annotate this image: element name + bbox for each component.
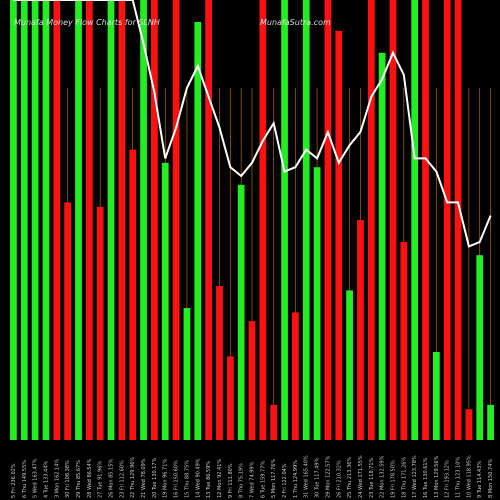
x-tick-label: 8 Thu 75.19% (239, 463, 245, 498)
money-flow-bar (281, 0, 288, 440)
money-flow-bar (411, 0, 419, 440)
x-tick-label: 10 Wed 118.95% (466, 455, 472, 498)
money-flow-bar (183, 308, 191, 440)
x-tick-label: 30 Fri 108.38% (65, 460, 71, 498)
x-tick-label: 17 Wed 123.78% (412, 455, 418, 498)
money-flow-bar (31, 0, 39, 440)
x-tick-label: 23 Tue 118.71% (369, 457, 375, 498)
x-tick-layer: 5 Fri 236.02% 6 Thu 149.55% 5 Wed 163.47% 4… (11, 455, 494, 498)
money-flow-bar (465, 409, 473, 440)
money-flow-bar (194, 22, 202, 440)
money-flow-bar (443, 0, 451, 440)
money-flow-bar (85, 0, 93, 440)
x-tick-label: 7 Wed 74.99% (250, 461, 256, 498)
money-flow-bar (248, 321, 256, 440)
x-tick-label: 8 Mon 150.74% (488, 459, 494, 498)
money-flow-bar (216, 286, 223, 440)
x-tick-label: 26 Mon 85.15% (109, 459, 115, 498)
money-flow-bar (389, 0, 397, 440)
money-flow-bar (237, 184, 245, 440)
money-flow-bar (335, 30, 343, 441)
money-flow-bar (476, 255, 484, 440)
x-tick-label: 9 Fri 111.80% (228, 463, 234, 498)
money-flow-bar (75, 0, 82, 440)
money-flow-bar (454, 0, 462, 440)
x-tick-label: 25 Thu 213.36% (347, 457, 353, 498)
money-flow-bar (378, 52, 386, 441)
x-tick-label: 13 Mon 129.56% (434, 455, 440, 498)
x-tick-label: 16 Fri 150.60% (174, 460, 180, 498)
money-flow-bar (172, 0, 180, 440)
x-tick-label: 1 Thu 124.99% (293, 460, 299, 498)
x-tick-label: 29 Mon 122.57% (325, 455, 331, 498)
x-tick-label: 31 Wed 165.40% (304, 455, 310, 498)
x-tick-label: 24 Wed 171.55% (358, 455, 364, 498)
money-flow-bar (64, 202, 72, 440)
chart-watermark: MunafaSutra.com (260, 18, 331, 27)
x-tick-label: 27 Tue 91.96% (98, 461, 104, 498)
x-tick-label: 30 Tue 117.49% (315, 457, 321, 498)
x-tick-label: 21 Wed 78.09% (141, 458, 147, 498)
money-flow-bar (422, 0, 429, 440)
money-flow-bar (302, 0, 310, 440)
money-flow-bar (259, 0, 267, 440)
money-flow-bar (292, 312, 299, 440)
money-flow-bar (107, 0, 115, 440)
money-flow-bar (53, 0, 61, 440)
x-tick-label: 20 Tue 130.17% (152, 457, 158, 498)
money-flow-bar (10, 0, 17, 440)
money-flow-bar (432, 352, 440, 440)
money-flow-bar (226, 356, 234, 440)
x-tick-label: 19 Mon 96.71% (163, 459, 169, 498)
x-tick-label: 14 Wed 90.49% (195, 458, 201, 498)
money-flow-bar (346, 290, 353, 440)
x-tick-label: 3 Mon 162.14% (54, 459, 60, 498)
x-tick-label: 28 Wed 86.54% (87, 458, 93, 498)
money-flow-bar (161, 162, 169, 441)
money-flow-bar (20, 0, 28, 440)
money-flow-bar (357, 220, 364, 440)
money-flow-bar (118, 0, 126, 440)
x-tick-label: 12 Fri 193.12% (445, 460, 451, 498)
x-tick-label: 16 Tue 130.61% (423, 457, 429, 498)
x-tick-label: 2 Fri 122.04% (282, 463, 288, 498)
x-tick-label: 9 Tue 114.43% (477, 461, 483, 498)
x-tick-label: 15 Thu 88.75% (184, 460, 190, 498)
x-tick-label: 23 Fri 112.60% (119, 460, 125, 498)
money-flow-bar (313, 167, 321, 440)
x-tick-label: 22 Mon 132.59% (380, 455, 386, 498)
x-tick-label: 13 Tue 86.59% (206, 461, 212, 498)
x-tick-label: 5 Wed 163.47% (33, 458, 39, 498)
x-tick-label: 29 Thu 85.67% (76, 460, 82, 498)
x-tick-label: 5 Fri 236.02% (11, 463, 17, 498)
money-flow-bar (129, 149, 137, 440)
x-tick-label: 6 Tue 159.77% (260, 461, 266, 498)
money-flow-bar (487, 404, 494, 440)
money-flow-bar (400, 242, 408, 440)
x-tick-label: 26 Fri 210.32% (336, 460, 342, 498)
money-flow-bar (140, 0, 147, 440)
money-flow-bar (270, 404, 278, 440)
x-tick-label: 11 Thu 123.10% (456, 457, 462, 498)
x-tick-label: 22 Thu 129.96% (130, 457, 136, 498)
money-flow-bar (151, 0, 158, 440)
chart-title: Munafa Money Flow Charts for SLNH (14, 18, 160, 27)
x-tick-label: 12 Mon 92.41% (217, 459, 223, 498)
money-flow-bar (324, 0, 332, 440)
x-tick-label: 5 Mon 117.76% (271, 459, 277, 498)
x-tick-label: 19 Fri 178.50% (390, 460, 396, 498)
money-flow-bar (205, 0, 212, 440)
x-tick-label: 18 Thu 171.26% (401, 457, 407, 498)
x-tick-label: 4 Tue 133.44% (43, 461, 49, 498)
flow-line-layer (13, 0, 492, 248)
money-flow-bar (42, 0, 50, 440)
flow-line (13, 0, 492, 248)
x-tick-label: 6 Thu 149.55% (22, 460, 28, 498)
money-flow-bar (96, 206, 104, 440)
money-flow-bar (367, 0, 375, 440)
bar-layer (10, 0, 494, 441)
